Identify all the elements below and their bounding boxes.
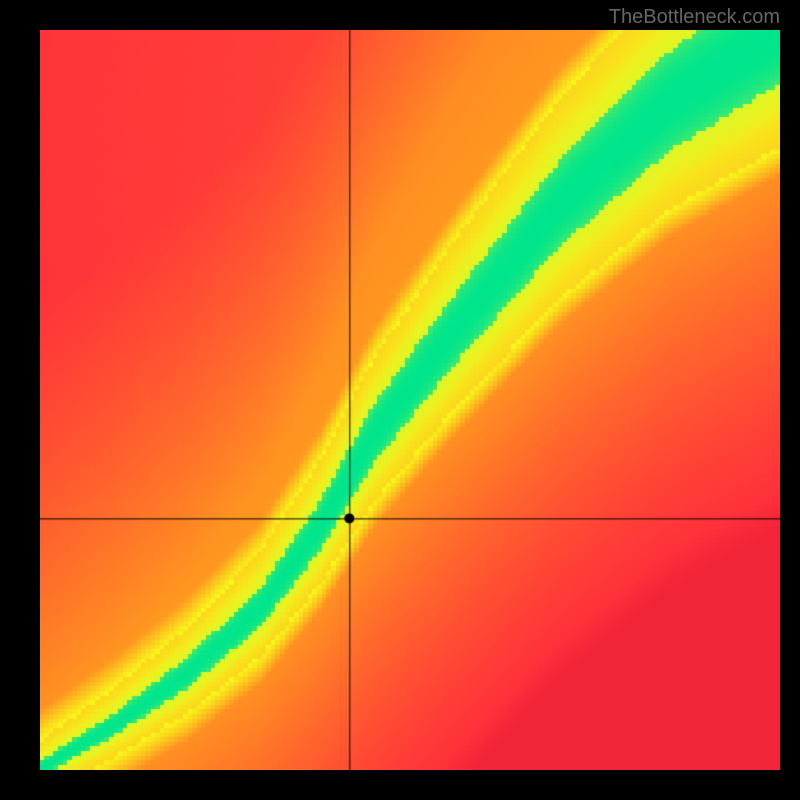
chart-container: TheBottleneck.com — [0, 0, 800, 800]
heatmap-canvas — [40, 30, 780, 770]
plot-area — [40, 30, 780, 770]
watermark-text: TheBottleneck.com — [609, 6, 780, 29]
